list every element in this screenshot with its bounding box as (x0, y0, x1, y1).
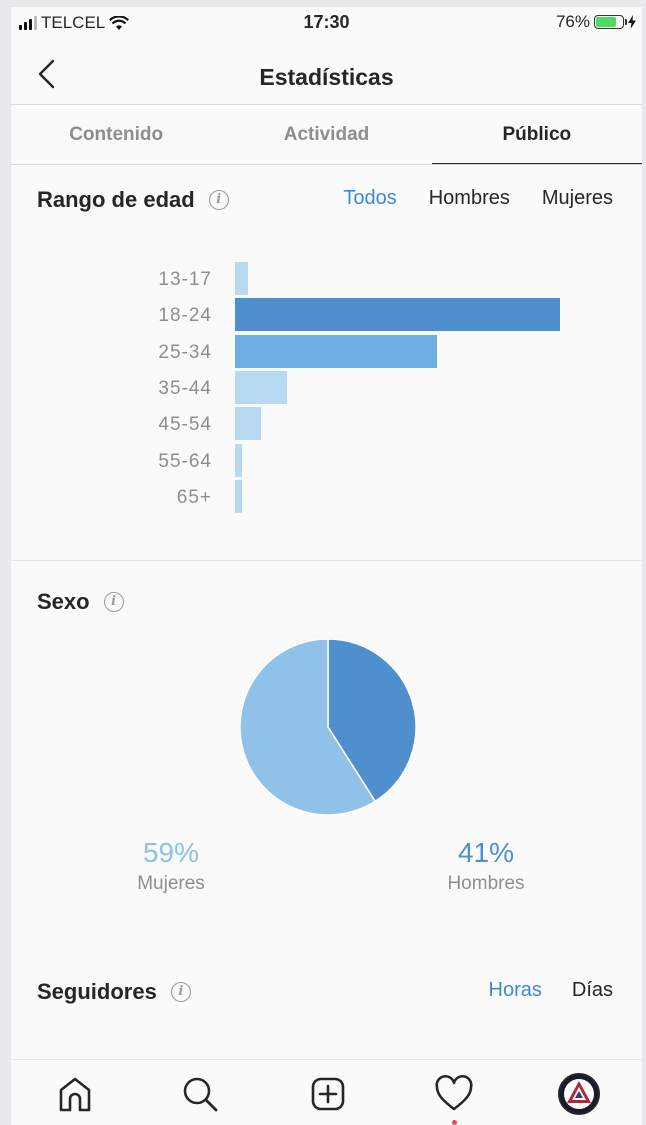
age-row-13-17: 13-17 (11, 262, 642, 296)
insights-tabs: Contenido Actividad Público (11, 105, 642, 165)
pie-slice-mujeres (240, 639, 377, 815)
section-divider (11, 560, 642, 561)
age-bar (235, 443, 242, 477)
tab-contenido[interactable]: Contenido (69, 124, 164, 145)
search-icon[interactable] (178, 1072, 222, 1116)
carrier-info: TELCEL (19, 13, 130, 33)
filter-dias[interactable]: Días (571, 979, 613, 1001)
battery-icon (594, 15, 627, 29)
activity-notification-dot (452, 1120, 457, 1125)
top-bar: Estadísticas (11, 47, 642, 105)
battery-status: 76% (556, 12, 636, 32)
heart-icon[interactable] (432, 1072, 476, 1116)
filter-todos[interactable]: Todos (343, 187, 397, 209)
age-row-18-24: 18-24 (11, 298, 642, 332)
header-divider (11, 104, 642, 105)
clock: 17:30 (303, 12, 350, 32)
charging-bolt-icon (628, 15, 636, 29)
status-bar: TELCEL 17:30 76% (11, 7, 642, 39)
add-post-icon[interactable] (306, 1072, 350, 1116)
age-label: 35-44 (158, 377, 212, 399)
followers-header: Seguidores i (37, 979, 191, 1005)
age-label: 18-24 (158, 305, 212, 327)
gender-header: Sexo i (37, 589, 124, 615)
male-label: Hombres (447, 873, 525, 894)
female-label: Mujeres (137, 873, 205, 894)
tabs-divider (11, 164, 642, 165)
filter-mujeres[interactable]: Mujeres (541, 187, 613, 209)
age-range-title: Rango de edad (37, 187, 195, 212)
age-bar (235, 262, 248, 295)
age-row-35-44: 35-44 (11, 370, 642, 405)
age-label: 13-17 (158, 269, 212, 290)
bottom-nav (11, 1059, 642, 1125)
age-label: 55-64 (158, 450, 212, 472)
male-percent: 41% (457, 837, 515, 868)
age-bar (235, 334, 437, 368)
signal-icon (19, 16, 37, 30)
filter-horas[interactable]: Horas (488, 979, 542, 1001)
age-bar (235, 298, 560, 332)
info-icon[interactable]: i (208, 190, 229, 210)
tab-publico[interactable]: Público (431, 105, 642, 165)
age-bar (235, 370, 287, 404)
age-bar (235, 407, 261, 441)
wifi-icon (109, 15, 130, 30)
home-icon[interactable] (53, 1072, 97, 1116)
age-row-55-64: 55-64 (11, 443, 642, 478)
filter-hombres[interactable]: Hombres (428, 187, 510, 209)
followers-filter-group: Horas Días (489, 979, 613, 1002)
back-chevron-icon[interactable] (33, 57, 63, 91)
male-stat: 41% Hombres (386, 837, 586, 895)
followers-title: Seguidores (37, 979, 157, 1004)
age-row-25-34: 25-34 (11, 334, 642, 369)
age-row-45-54: 45-54 (11, 407, 642, 441)
female-percent: 59% (142, 837, 200, 868)
profile-avatar-icon[interactable] (557, 1072, 601, 1116)
carrier-name: TELCEL (41, 13, 106, 32)
age-bar (235, 479, 242, 513)
age-range-header: Rango de edad i (37, 187, 229, 213)
tab-actividad[interactable]: Actividad (283, 124, 370, 145)
age-row-65+: 65+ (11, 479, 642, 514)
battery-percent: 76% (555, 12, 590, 31)
page-title: Estadísticas (259, 64, 394, 90)
gender-title: Sexo (37, 589, 90, 614)
age-label: 45-54 (158, 414, 212, 436)
age-filter-group: Todos Hombres Mujeres (343, 187, 613, 210)
info-icon[interactable]: i (103, 592, 124, 612)
gender-pie-chart (240, 639, 416, 815)
phone-screen: TELCEL 17:30 76% Estadísticas Contenido … (11, 7, 642, 1125)
age-label: 65+ (176, 486, 212, 508)
info-icon[interactable]: i (170, 982, 191, 1002)
female-stat: 59% Mujeres (71, 837, 271, 895)
age-label: 25-34 (158, 341, 212, 363)
